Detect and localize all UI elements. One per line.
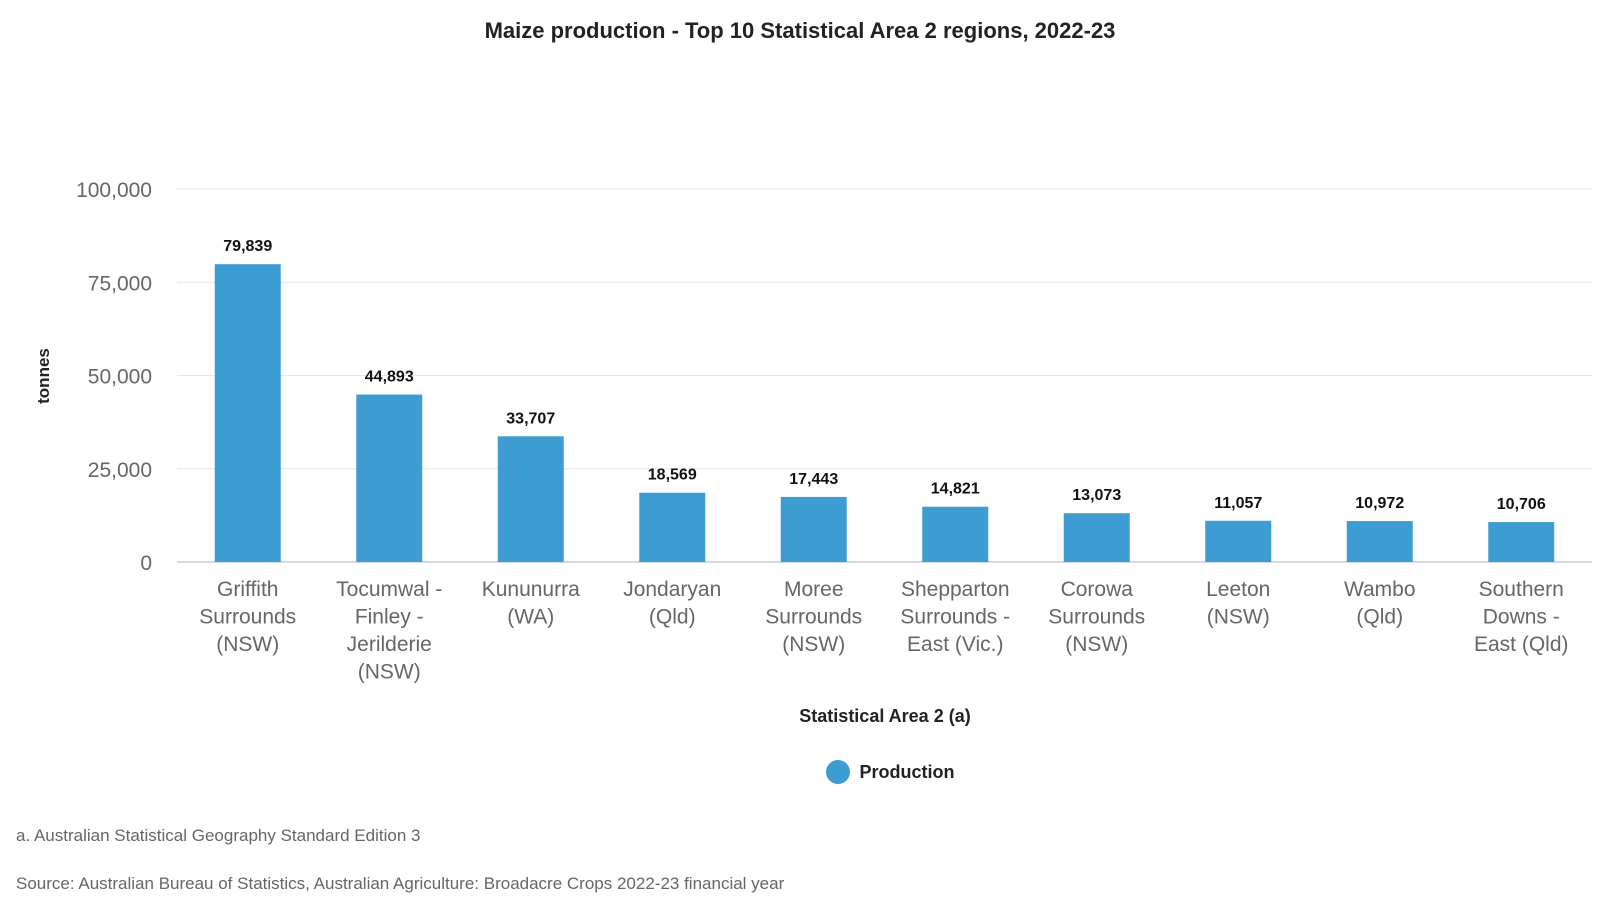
footnote-a: a. Australian Statistical Geography Stan… xyxy=(16,826,421,845)
data-label: 44,893 xyxy=(365,369,414,386)
y-tick-label: 100,000 xyxy=(76,179,152,202)
x-tick-label-line: (NSW) xyxy=(216,633,279,656)
bar xyxy=(497,436,564,562)
x-tick-label: Tocumwal - Finley - Jerilderie (NSW) xyxy=(336,578,442,684)
x-tick-label-line: (WA) xyxy=(507,606,554,629)
data-label: 13,073 xyxy=(1072,487,1121,504)
data-labels: 79,839 44,893 33,707 18,569 17,443 14,821 13,0… xyxy=(223,238,1546,513)
legend-label-production: Production xyxy=(859,761,955,782)
bar xyxy=(1205,520,1272,562)
bar xyxy=(1063,513,1130,562)
y-tick-label: 50,000 xyxy=(88,366,152,389)
bar xyxy=(639,492,706,562)
x-tick-label-line: East (Qld) xyxy=(1474,633,1569,656)
x-tick-label: Wambo (Qld) xyxy=(1344,578,1416,629)
x-tick-label-line: Moree xyxy=(784,578,844,601)
x-tick-label-line: (Qld) xyxy=(649,606,696,629)
x-tick-label-line: Downs - xyxy=(1483,606,1560,629)
legend: Production xyxy=(0,760,1600,784)
x-tick-label-line: (NSW) xyxy=(782,633,845,656)
y-axis-label: tonnes xyxy=(34,348,53,404)
x-tick-label: Leeton (NSW) xyxy=(1206,578,1270,629)
x-tick-label-line: Kununurra xyxy=(482,578,580,601)
x-tick-label-line: Surrounds xyxy=(1048,606,1145,629)
x-tick-label-line: Finley - xyxy=(355,606,424,629)
x-tick-label-line: Griffith xyxy=(217,578,278,601)
x-tick-label-line: Tocumwal - xyxy=(336,578,442,601)
x-tick-label: Jondaryan (Qld) xyxy=(623,578,721,629)
data-label: 33,707 xyxy=(506,410,555,427)
y-tick-label: 0 xyxy=(140,552,152,575)
x-tick-label-line: Surrounds xyxy=(199,606,296,629)
x-tick-label: Corowa Surrounds (NSW) xyxy=(1048,578,1145,656)
x-tick-label-line: Jerilderie xyxy=(347,633,432,656)
x-tick-label-line: Surrounds - xyxy=(900,606,1010,629)
bar xyxy=(922,506,989,562)
data-label: 10,706 xyxy=(1497,496,1546,513)
y-tick-label: 75,000 xyxy=(88,272,152,295)
x-tick-label: Shepparton Surrounds - East (Vic.) xyxy=(900,578,1010,656)
x-tick-label-line: Jondaryan xyxy=(623,578,721,601)
bars xyxy=(214,264,1555,562)
legend-swatch-icon xyxy=(825,760,850,784)
x-tick-label: Kununurra (WA) xyxy=(482,578,580,629)
x-tick-label-line: (NSW) xyxy=(358,661,421,684)
bar xyxy=(1346,521,1413,562)
x-tick-label-line: (Qld) xyxy=(1356,606,1403,629)
bar xyxy=(780,496,847,562)
x-tick-label-line: East (Vic.) xyxy=(907,633,1003,656)
data-label: 10,972 xyxy=(1355,495,1404,512)
x-tick-label: Moree Surrounds (NSW) xyxy=(765,578,862,656)
source-note: Source: Australian Bureau of Statistics,… xyxy=(16,874,785,893)
x-tick-label: Southern Downs - East (Qld) xyxy=(1474,578,1569,656)
x-tick-label-line: Southern xyxy=(1479,578,1564,601)
data-label: 17,443 xyxy=(789,471,838,488)
data-label: 11,057 xyxy=(1214,495,1262,512)
x-tick-label-line: Corowa xyxy=(1061,578,1134,601)
x-tick-label-line: Leeton xyxy=(1206,578,1270,601)
chart-title: Maize production - Top 10 Statistical Ar… xyxy=(484,18,1116,43)
data-label: 18,569 xyxy=(648,467,697,484)
x-axis-ticks: Griffith Surrounds (NSW) Tocumwal - Finley -… xyxy=(199,578,1568,684)
bar xyxy=(356,394,423,562)
bar xyxy=(214,264,281,562)
data-label: 14,821 xyxy=(931,481,980,498)
x-tick-label: Griffith Surrounds (NSW) xyxy=(199,578,296,656)
bar xyxy=(1488,522,1555,562)
data-label: 79,839 xyxy=(223,238,272,255)
x-tick-label-line: Wambo xyxy=(1344,578,1416,601)
x-tick-label-line: (NSW) xyxy=(1065,633,1128,656)
x-axis-label: Statistical Area 2 (a) xyxy=(799,706,970,726)
x-tick-label-line: Shepparton xyxy=(901,578,1010,601)
x-tick-label-line: Surrounds xyxy=(765,606,862,629)
y-tick-label: 25,000 xyxy=(88,459,152,482)
y-axis-ticks: 0 25,000 50,000 75,000 100,000 xyxy=(76,179,152,575)
x-tick-label-line: (NSW) xyxy=(1207,606,1270,629)
